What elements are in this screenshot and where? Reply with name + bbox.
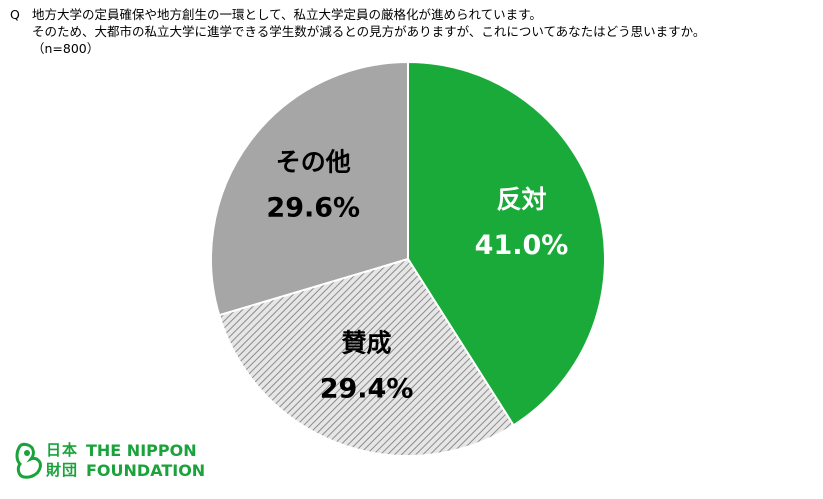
slice-other [210,60,409,317]
slice-oppose-label: 反対 [496,185,546,214]
logo-english-text: THE NIPPON FOUNDATION [86,441,205,481]
slice-oppose-value: 41.0% [475,230,569,261]
slice-other-value: 29.6% [266,192,360,223]
logo-japanese-text: 日本 財団 [46,440,82,480]
question-marker: Q [10,7,20,22]
logo-ja-line-1: 日本 [46,441,79,459]
slice-oppose [407,60,606,427]
question-line-2: そのため、大都市の私立大学に進学できる学生数が減るとの見方がありますが、これにつ… [32,24,706,39]
question-sample-size: （n=800） [32,41,100,56]
logo-ja-line-2: 財団 [46,461,79,479]
logo-en-line-2: FOUNDATION [86,461,206,480]
slice-agree [217,257,515,457]
slice-other-label: その他 [276,147,351,176]
question-line-1: 地方大学の定員確保や地方創生の一環として、私立大学定員の厳格化が進められています… [32,7,542,22]
pie-slices [210,60,606,457]
slice-agree-label: 賛成 [342,329,392,358]
nippon-foundation-logo: 日本 財団 THE NIPPON FOUNDATION [14,440,214,484]
logo-en-line-1: THE NIPPON [86,441,197,460]
slice-agree-value: 29.4% [320,374,414,405]
logo-mark-icon [15,442,42,479]
pie-labels: 反対 41.0% 賛成 29.4% その他 29.6% [266,147,568,404]
